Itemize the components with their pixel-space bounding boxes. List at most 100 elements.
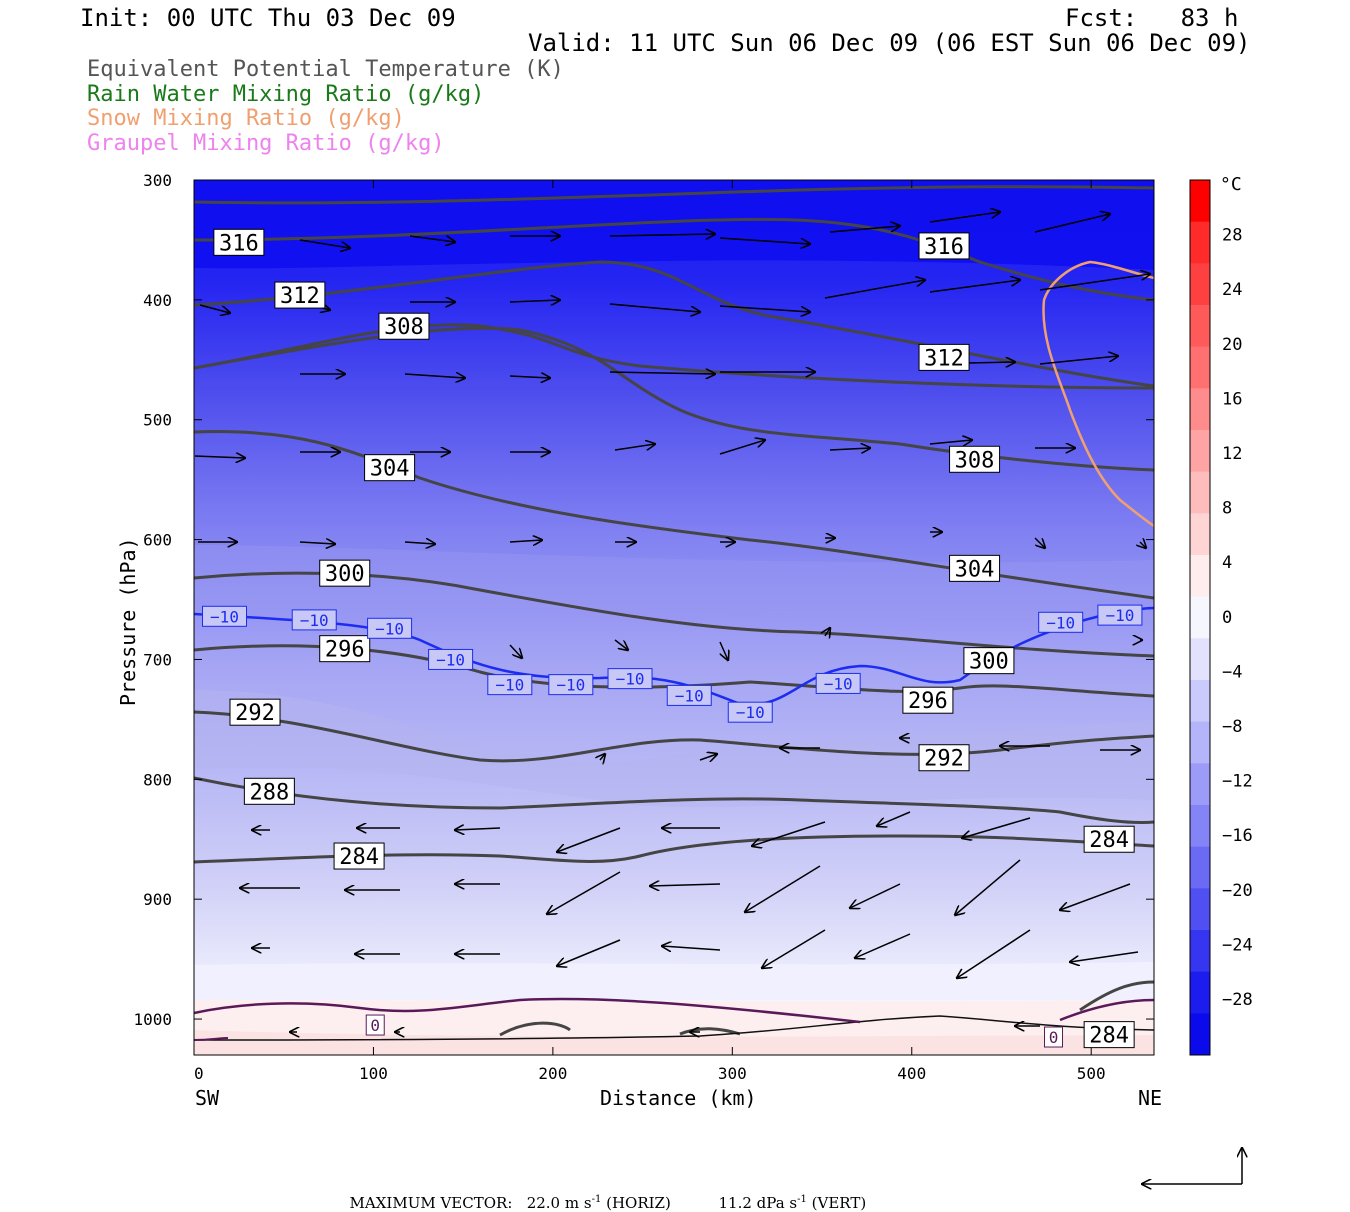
theta-e-label-box [1083,1021,1135,1049]
theta-e-label: 284 [339,845,379,870]
isotherm-label-box [291,609,337,631]
x-tick-label: 500 [1077,1064,1106,1083]
wind-vector [1060,883,1131,910]
isotherm-label: −10 [616,670,645,689]
colorbar-unit: °C [1220,174,1242,195]
horiz-unit: (HORIZ) [606,1194,671,1212]
isotherm-label-box [428,648,474,670]
wind-vector [404,374,465,378]
wind-vector [719,237,810,244]
x-axis: 0 100 200 300 400 500 [193,180,1106,1083]
wind-vector [409,235,455,242]
colorbar-swatch [1190,846,1210,889]
colorbar-swatch [1190,638,1210,681]
isotherm-label-box [365,1014,385,1036]
theta-e-label-box [902,686,954,714]
plot-frame [193,179,1155,1056]
colorbar-tick-label: −16 [1222,826,1253,846]
isotherm-label: −10 [736,703,765,722]
theta-e-labels: 316 316 312 312 308 308 304 304 300 300 296 296 292 2… [213,228,1135,1049]
wind-vector [1039,274,1150,291]
theta-e-label: 292 [235,701,275,726]
theta-e-label: 316 [219,231,259,256]
wind-vector [614,639,628,650]
theta-e-label: 300 [325,562,365,587]
isotherm-label-box [548,674,594,696]
isotherm-label-box [607,668,653,690]
legend-snow: Snow Mixing Ratio (g/kg) [87,106,405,131]
colorbar-swatch [1190,596,1210,639]
wind-vector [609,303,700,312]
theta-e-label-box [319,559,371,587]
theta-e-label-box [274,281,326,309]
colorbar-swatch [1190,430,1210,473]
wind-vector [509,644,522,658]
theta-e-label: 304 [370,457,410,482]
theta-e-label-box [333,842,385,870]
wind-vector [752,821,826,846]
isotherm-label: −10 [1105,606,1134,625]
wind-vector [509,376,550,378]
wind-vector [509,300,560,302]
wind-vector [957,929,1031,978]
y-tick-label: 500 [143,411,172,430]
colorbar-swatch [1190,680,1210,723]
y-tick-label: 1000 [133,1010,172,1029]
x-axis-title: Distance (km) [600,1086,757,1110]
isotherm-label: −10 [675,686,704,705]
wind-vector [1034,214,1110,233]
wind-vector [455,828,501,830]
theta-e-label-box [229,698,281,726]
max-vector-label: MAXIMUM VECTOR: [349,1194,513,1212]
wind-vector [557,939,621,966]
colorbar-swatch [1190,346,1210,389]
x-tick-label: 200 [538,1064,567,1083]
y-tick-label: 400 [143,291,172,310]
x-tick-label: 300 [718,1064,747,1083]
isotherm-label: −10 [556,676,585,695]
sw-label: SW [195,1086,220,1110]
theta-e-label: 284 [1089,828,1129,853]
colorbar-tick-label: 20 [1222,335,1242,355]
colorbar-tick-label: 4 [1222,553,1232,573]
ne-label: NE [1138,1086,1162,1110]
isotherm-label-box [487,674,533,696]
wind-vector [850,883,901,908]
theta-e-label-box [918,343,970,371]
wind-vector [825,628,830,636]
zero-isotherm [194,997,861,1024]
isotherm-label: −10 [375,619,404,638]
wind-vector [609,234,715,236]
theta-e-label-box [1083,825,1135,853]
y-tick-label: 900 [143,890,172,909]
theta-e-label: 312 [924,346,964,371]
colorbar-tick-label: 12 [1222,444,1242,464]
colorbar-tick-label: −12 [1222,772,1253,792]
wind-vector [650,884,721,886]
theta-e-label: 308 [384,315,424,340]
isotherm-label: −10 [495,676,524,695]
theta-e-label: 292 [924,747,964,772]
wind-vector [745,865,821,912]
colorbar-swatch [1190,721,1210,764]
colorbar-tick-label: 16 [1222,389,1242,409]
colorbar-swatch [1190,971,1210,1014]
wind-vector [829,226,900,233]
wind-vector [719,440,765,455]
isotherm-label-box [367,617,413,639]
vert-value: 11.2 dPa s [718,1194,798,1212]
isotherm-label-box [727,701,773,723]
colorbar-tick-label: 8 [1222,499,1232,519]
wind-vector [1140,542,1146,548]
theta-e-label-box [364,454,416,482]
isotherm-label-box [1044,1026,1064,1048]
reference-vector [1142,1148,1242,1184]
wind-vector [1070,951,1139,962]
wind-vector [1034,537,1045,548]
wind-vector [929,440,972,444]
colorbar-swatch [1190,513,1210,556]
isotherm-label: −10 [300,611,329,630]
isotherm-label-box [1038,611,1084,633]
isotherm-labels: −10 −10 −10 −10 −10 −10 −10 −10 −10 −10 −10 −10 0 0 [202,604,1143,1048]
